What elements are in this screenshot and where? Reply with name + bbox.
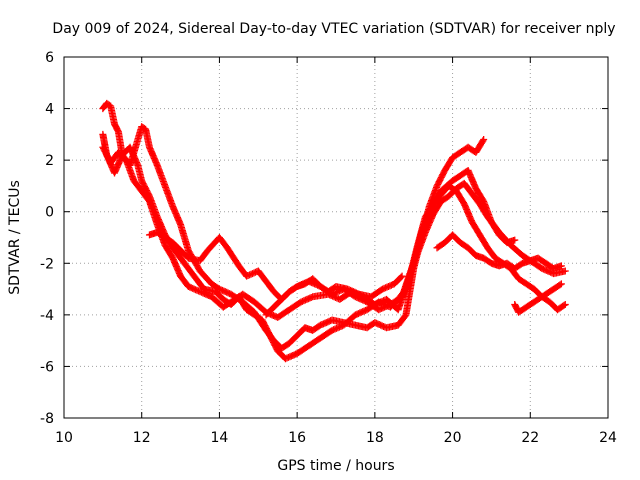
x-tick-label: 18 — [366, 430, 384, 446]
data-point — [397, 273, 405, 281]
data-point — [511, 236, 519, 244]
x-tick-label: 16 — [288, 430, 306, 446]
x-tick-label: 22 — [521, 430, 539, 446]
y-tick-label: 0 — [45, 205, 54, 221]
data-points — [99, 99, 569, 363]
data-point — [480, 136, 488, 144]
y-tick-label: -8 — [40, 411, 54, 427]
x-axis-label: GPS time / hours — [277, 458, 394, 474]
y-tick-label: 6 — [45, 50, 54, 66]
y-tick-label: -6 — [40, 359, 54, 375]
data-point — [479, 137, 487, 145]
y-tick-label: 2 — [45, 153, 54, 169]
x-tick-label: 24 — [599, 430, 617, 446]
series-track-f — [433, 231, 565, 272]
series-track-g — [511, 280, 565, 316]
y-tick-label: -2 — [40, 256, 54, 272]
series-track-d — [145, 179, 569, 314]
data-point — [556, 281, 564, 289]
data-point — [557, 262, 565, 270]
series-track-e — [262, 272, 406, 319]
x-tick-label: 12 — [133, 430, 151, 446]
data-point — [561, 301, 569, 309]
x-tick-label: 14 — [211, 430, 229, 446]
y-axis-label: SDTVAR / TECUs — [7, 180, 23, 295]
plot-border — [63, 56, 609, 419]
data-point — [557, 280, 565, 288]
x-tick-label: 10 — [55, 430, 73, 446]
y-tick-label: 4 — [45, 102, 54, 118]
data-point — [560, 301, 568, 309]
data-point — [398, 272, 406, 280]
x-tick-label: 20 — [444, 430, 462, 446]
y-tick-label: -4 — [40, 308, 54, 324]
data-point — [561, 267, 569, 275]
grid-lines — [64, 57, 608, 418]
chart-title: Day 009 of 2024, Sidereal Day-to-day VTE… — [52, 21, 615, 37]
